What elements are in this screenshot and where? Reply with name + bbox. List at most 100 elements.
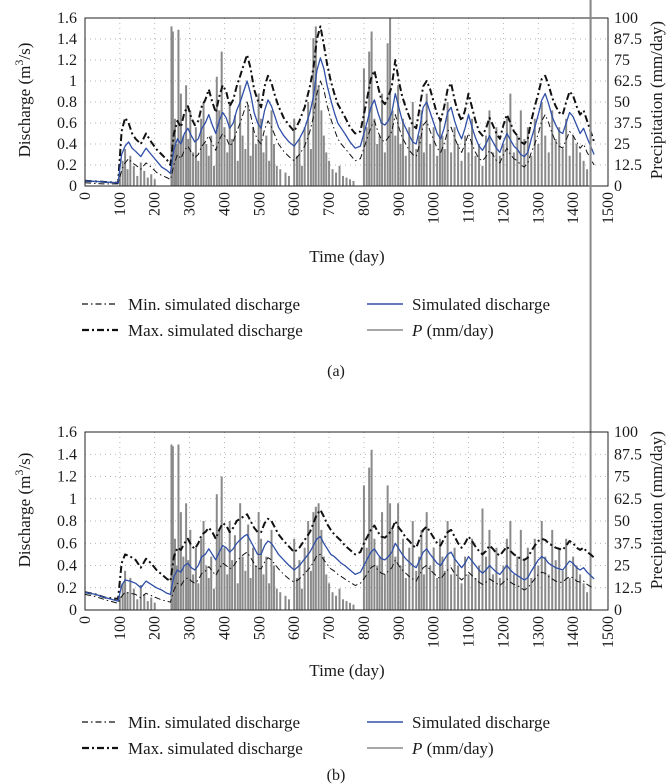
discharge-lines bbox=[84, 25, 596, 185]
x-tick-label: 100 bbox=[112, 616, 129, 640]
x-tick-label: 600 bbox=[286, 616, 303, 640]
y-right-tick-label: 50 bbox=[614, 513, 630, 530]
plot-area bbox=[85, 18, 608, 186]
x-tick-label: 0 bbox=[77, 192, 94, 200]
series-max-simulated-discharge bbox=[84, 508, 595, 600]
panel-b-chart: 0 100 200 300 400 500 600 700 800 900 1000 1100 1200… bbox=[12, 0, 666, 784]
y-right-tick-label: 12.5 bbox=[614, 157, 642, 174]
y-right-tick-labels: 0 12.5 25 37.5 50 62.5 75 87.5 100 bbox=[614, 424, 642, 619]
plot-area bbox=[85, 432, 608, 610]
x-tick-label: 400 bbox=[216, 192, 233, 216]
y-left-tick-label: 1.4 bbox=[57, 31, 77, 48]
y-left-tick-label: 1 bbox=[69, 491, 77, 508]
series-max-simulated-discharge bbox=[84, 25, 596, 184]
y-left-tick-label: 1.4 bbox=[57, 446, 77, 463]
x-tick-label: 900 bbox=[391, 616, 408, 640]
y-right-tick-label: 25 bbox=[614, 558, 630, 575]
y-right-tick-label: 87.5 bbox=[614, 31, 642, 48]
y-left-tick-label: 0.8 bbox=[57, 513, 77, 530]
y-right-tick-labels: 0 12.5 25 37.5 50 62.5 75 87.5 100 bbox=[614, 10, 642, 195]
y-right-tick-label: 62.5 bbox=[614, 491, 642, 508]
x-tick-label: 700 bbox=[321, 192, 338, 216]
y-left-tick-label: 0.6 bbox=[57, 535, 77, 552]
series-min-simulated-discharge bbox=[84, 80, 595, 185]
x-tick-label: 1100 bbox=[461, 616, 478, 647]
x-axis-title: Time (day) bbox=[309, 247, 384, 266]
legend-max-label: Max. simulated discharge bbox=[128, 739, 303, 758]
y-right-tick-label: 75 bbox=[614, 469, 630, 486]
x-tick-labels: 0 100 200 300 400 500 600 700 800 900 1000 1100 1200… bbox=[77, 616, 617, 648]
x-tick-label: 1100 bbox=[461, 192, 478, 223]
y-left-tick-labels: 0 0.2 0.4 0.6 0.8 1 1.2 1.4 1.6 bbox=[57, 424, 77, 619]
plot-frame bbox=[84, 431, 609, 611]
series-simulated-discharge bbox=[84, 533, 595, 602]
x-tick-label: 1500 bbox=[600, 192, 617, 224]
panel-label-b: (b) bbox=[327, 767, 346, 784]
legend-sim-label: Simulated discharge bbox=[412, 295, 550, 314]
legend-p-label: P (mm/day) bbox=[411, 739, 494, 758]
panel-a-chart: 0 100 200 300 400 500 600 700 800 900 1000 1100 1200… bbox=[12, 0, 666, 380]
y-right-tick-label: 100 bbox=[614, 10, 638, 27]
x-tick-label: 500 bbox=[251, 192, 268, 216]
y-right-tick-label: 75 bbox=[614, 52, 630, 69]
y-left-axis-title: Discharge (m3/s) bbox=[12, 453, 34, 568]
x-tick-label: 600 bbox=[286, 192, 303, 216]
legend: Min. simulated discharge Simulated disch… bbox=[82, 295, 550, 340]
x-axis-title: Time (day) bbox=[309, 661, 384, 680]
y-left-tick-label: 1.6 bbox=[57, 424, 77, 441]
x-tick-label: 800 bbox=[356, 192, 373, 216]
legend-min-label: Min. simulated discharge bbox=[128, 295, 300, 314]
y-left-tick-label: 0.2 bbox=[57, 580, 77, 597]
x-tick-label: 1000 bbox=[426, 616, 443, 648]
y-right-tick-label: 37.5 bbox=[614, 115, 642, 132]
y-left-tick-label: 0.2 bbox=[57, 157, 77, 174]
precipitation-bars bbox=[118, 0, 592, 610]
x-tick-label: 1400 bbox=[565, 616, 582, 648]
x-tick-label: 1300 bbox=[530, 616, 547, 648]
x-tick-label: 1200 bbox=[495, 616, 512, 648]
x-tick-label: 1000 bbox=[426, 192, 443, 224]
discharge-lines bbox=[84, 508, 595, 604]
legend-p-label: P (mm/day) bbox=[411, 321, 494, 340]
y-left-tick-label: 0.6 bbox=[57, 115, 77, 132]
x-tick-label: 0 bbox=[77, 616, 94, 624]
y-right-tick-label: 87.5 bbox=[614, 446, 642, 463]
y-right-tick-label: 0 bbox=[614, 178, 622, 195]
y-left-tick-label: 0.4 bbox=[57, 136, 77, 153]
x-tick-label: 1300 bbox=[530, 192, 547, 224]
x-tick-label: 1400 bbox=[565, 192, 582, 224]
y-left-axis-title: Discharge (m3/s) bbox=[12, 43, 34, 158]
legend: Min. simulated discharge Simulated disch… bbox=[82, 713, 550, 758]
x-tick-label: 200 bbox=[147, 192, 164, 216]
plot-frame bbox=[84, 17, 609, 187]
y-left-tick-label: 1 bbox=[69, 73, 77, 90]
y-right-tick-label: 25 bbox=[614, 136, 630, 153]
legend-sim-label: Simulated discharge bbox=[412, 713, 550, 732]
x-tick-label: 300 bbox=[182, 192, 199, 216]
x-tick-label: 800 bbox=[356, 616, 373, 640]
y-left-tick-label: 0 bbox=[69, 178, 77, 195]
y-left-tick-labels: 0 0.2 0.4 0.6 0.8 1 1.2 1.4 1.6 bbox=[57, 10, 77, 195]
y-right-axis-title: Precipitation (mm/day) bbox=[647, 21, 666, 179]
x-tick-label: 400 bbox=[216, 616, 233, 640]
x-tick-label: 300 bbox=[182, 616, 199, 640]
legend-min-label: Min. simulated discharge bbox=[128, 713, 300, 732]
y-left-tick-label: 1.2 bbox=[57, 52, 77, 69]
series-simulated-discharge bbox=[84, 57, 595, 184]
y-right-tick-label: 100 bbox=[614, 424, 638, 441]
y-right-axis-title: Precipitation (mm/day) bbox=[647, 431, 666, 589]
panel-label-a: (a) bbox=[327, 363, 345, 380]
x-tick-label: 1200 bbox=[495, 192, 512, 224]
x-tick-label: 1500 bbox=[600, 616, 617, 648]
series-min-simulated-discharge bbox=[84, 551, 595, 604]
y-left-tick-label: 0.8 bbox=[57, 94, 77, 111]
y-right-tick-label: 0 bbox=[614, 602, 622, 619]
y-left-tick-label: 0.4 bbox=[57, 558, 77, 575]
legend-max-label: Max. simulated discharge bbox=[128, 321, 303, 340]
x-tick-labels: 0 100 200 300 400 500 600 700 800 900 1000 1100 1200… bbox=[77, 192, 617, 224]
y-left-tick-label: 1.6 bbox=[57, 10, 77, 27]
y-right-tick-label: 37.5 bbox=[614, 535, 642, 552]
x-tick-label: 100 bbox=[112, 192, 129, 216]
x-tick-label: 700 bbox=[321, 616, 338, 640]
